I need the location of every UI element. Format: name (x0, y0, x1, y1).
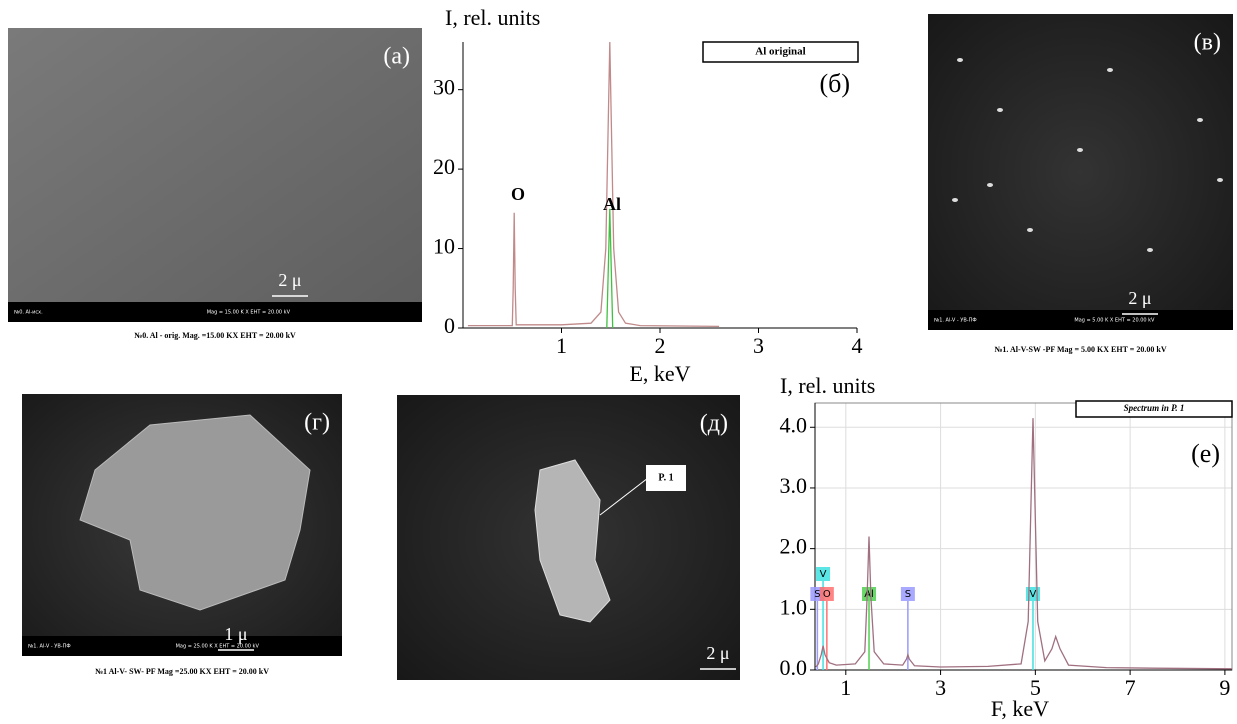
sem-image (8, 28, 422, 322)
bar-info: Mag = 15.00 K X EHT = 20.00 kV (207, 310, 291, 316)
particle (952, 198, 958, 202)
spectrum-line (816, 418, 1232, 669)
x-tick-label: 4 (852, 333, 863, 358)
element-label: S (905, 589, 911, 600)
panel-label: (б) (819, 69, 850, 98)
element-label: O (823, 589, 831, 600)
particle (997, 108, 1003, 112)
element-label: S (814, 589, 820, 600)
peak-label: Al (603, 194, 621, 214)
x-tick-label: 9 (1219, 675, 1230, 700)
scale-label: 2 μ (1128, 288, 1151, 308)
y-tick-label: 3.0 (780, 473, 808, 498)
bar-text: №1. Al-V - УВ-ПФ (28, 644, 71, 650)
scale-label: 2 μ (278, 270, 301, 290)
particle (987, 183, 993, 187)
x-tick-label: 3 (935, 675, 946, 700)
panel-label: (д) (700, 411, 728, 437)
particle (1107, 68, 1113, 72)
scale-label: 1 μ (224, 624, 247, 644)
spectrum-line (607, 209, 613, 328)
x-axis-title: E, keV (629, 361, 690, 386)
bar-info: Mag = 25.00 K X EHT = 20.00 kV (176, 644, 260, 650)
y-tick-label: 4.0 (780, 412, 808, 437)
particle (1217, 178, 1223, 182)
legend-label: Al original (755, 46, 805, 58)
x-tick-label: 3 (753, 333, 764, 358)
y-tick-label: 0 (444, 313, 455, 338)
spectrum-line (468, 42, 719, 326)
particle (1027, 228, 1033, 232)
caption: №0. Al - orig. Mag. =15.00 KX EHT = 20.0… (134, 331, 296, 340)
bar-info: Mag = 5.00 K X EHT = 20.00 kV (1074, 318, 1155, 324)
particle (957, 58, 963, 62)
plot-frame (815, 403, 1232, 670)
caption: №1. Al-V-SW -PF Mag = 5.00 KX EHT = 20.0… (994, 345, 1166, 354)
x-tick-label: 2 (655, 333, 666, 358)
x-tick-label: 1 (840, 675, 851, 700)
caption: №1 Al-V- SW- PF Mag =25.00 KX EHT = 20.0… (95, 667, 269, 676)
bar-text: №0. Al-исх. (14, 310, 43, 316)
bar-text: №1. Al-V - УВ-ПФ (934, 318, 977, 324)
x-tick-label: 1 (556, 333, 567, 358)
y-tick-label: 10 (433, 234, 455, 259)
element-label: Al (864, 589, 874, 600)
y-tick-label: 1.0 (780, 594, 808, 619)
panel-label: (г) (304, 410, 330, 436)
sem-image (928, 14, 1233, 330)
legend-label: Spectrum in P. 1 (1124, 403, 1185, 413)
y-tick-label: 20 (433, 154, 455, 179)
figure: (a) №0. Al-исх. Mag = 15.00 K X EHT = 20.0… (0, 0, 1237, 724)
peak-label: O (511, 184, 525, 204)
element-label: V (820, 569, 827, 580)
element-label: V (1030, 589, 1037, 600)
particle (1197, 118, 1203, 122)
panel-label: (a) (383, 44, 410, 70)
y-axis-title: I, rel. units (780, 373, 875, 398)
y-tick-label: 0.0 (780, 655, 808, 680)
panel-label: (в) (1194, 30, 1221, 56)
x-tick-label: 7 (1125, 675, 1136, 700)
point-label: P. 1 (658, 472, 673, 483)
y-axis-title: I, rel. units (445, 5, 540, 30)
x-axis-title: F, keV (991, 696, 1049, 721)
y-tick-label: 30 (433, 75, 455, 100)
panel-label: (е) (1191, 439, 1220, 468)
scale-label: 2 μ (706, 643, 729, 663)
particle (1147, 248, 1153, 252)
y-tick-label: 2.0 (780, 534, 808, 559)
particle (1077, 148, 1083, 152)
